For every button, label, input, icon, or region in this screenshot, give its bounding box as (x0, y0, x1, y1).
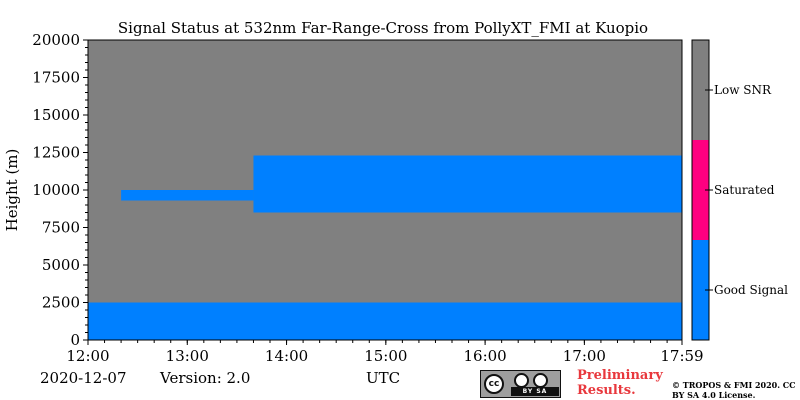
copyright-note: © TROPOS & FMI 2020. CC BY SA 4.0 Licens… (672, 380, 796, 400)
y-axis-label: Height (m) (3, 149, 21, 232)
y-tick-label-5: 12500 (32, 144, 80, 162)
colorbar-label-1: Saturated (714, 183, 775, 197)
colorbar-label-2: Low SNR (714, 83, 772, 97)
y-tick-label-4: 10000 (32, 181, 80, 199)
x-tick-label-1: 13:00 (166, 347, 209, 365)
y-tick-label-2: 5000 (42, 256, 80, 274)
footer-date: 2020-12-07 (40, 369, 127, 387)
heatmap-region-1 (253, 155, 683, 213)
preliminary-note: Preliminary Results. (577, 368, 663, 398)
colorbar-segment-2 (692, 40, 709, 140)
y-axis: 0 2500 5000 7500 10000 12500 15000 17500 20000 (32, 31, 88, 349)
heatmap-region-2 (121, 190, 254, 201)
y-tick-label-0: 0 (70, 331, 80, 349)
y-tick-label-3: 7500 (42, 219, 80, 237)
attribution-icon (514, 373, 529, 388)
cc-license-logo: cc BY SA (480, 370, 561, 398)
colorbar-segment-0 (692, 240, 709, 340)
y-tick-label-7: 17500 (32, 69, 80, 87)
x-tick-label-2: 14:00 (265, 347, 308, 365)
x-axis: 12:00 13:00 14:00 15:00 16:00 17:00 17:59 (66, 340, 704, 365)
colorbar: Good Signal Saturated Low SNR (691, 39, 788, 341)
y-tick-label-1: 2500 (42, 294, 80, 312)
share-alike-icon (533, 373, 548, 388)
footer-version: Version: 2.0 (160, 369, 251, 387)
cc-logo-icon: cc (484, 374, 504, 394)
colorbar-segment-1 (692, 140, 709, 240)
cc-strip-text: BY SA (511, 387, 559, 396)
x-tick-label-5: 17:00 (563, 347, 606, 365)
heatmap-region-0 (88, 302, 682, 340)
y-tick-label-6: 15000 (32, 106, 80, 124)
x-axis-label: UTC (366, 369, 401, 387)
y-tick-label-8: 20000 (32, 31, 80, 49)
x-tick-label-4: 16:00 (463, 347, 506, 365)
heatmap-area (87, 39, 683, 341)
x-tick-label-6: 17:59 (660, 347, 703, 365)
colorbar-frame (691, 39, 710, 341)
colorbar-label-0: Good Signal (714, 283, 788, 297)
x-tick-label-0: 12:00 (66, 347, 109, 365)
x-tick-label-3: 15:00 (364, 347, 407, 365)
chart-title: Signal Status at 532nm Far-Range-Cross f… (118, 19, 648, 37)
